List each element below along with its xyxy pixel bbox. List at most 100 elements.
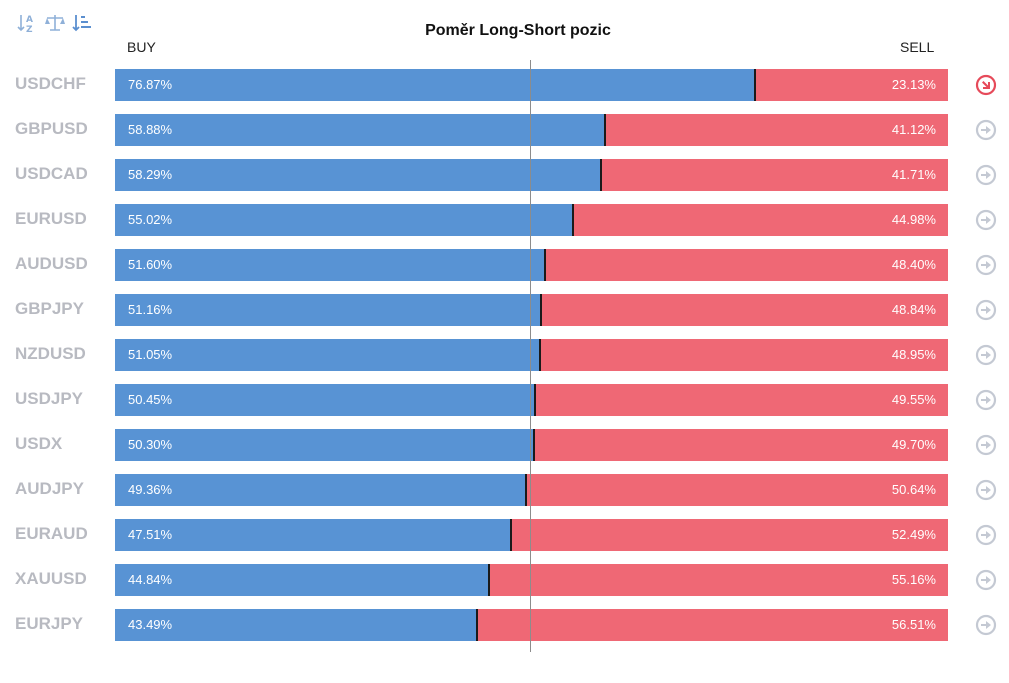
sell-percent-label: 48.95% [891,347,936,362]
ratio-row: USDX 50.30% 49.70% [0,429,1009,461]
buy-percent-label: 49.36% [128,482,173,497]
buy-bar-segment: 76.87% [115,69,756,101]
ratio-divider [604,114,607,146]
arrow-right-icon[interactable] [975,434,997,456]
ratio-bar: 55.02% 44.98% [115,204,948,236]
sell-percent-label: 48.84% [891,302,936,317]
sell-percent-label: 48.40% [891,257,936,272]
buy-bar-segment: 44.84% [115,564,489,596]
sell-bar-segment: 55.16% [488,564,948,596]
sell-column-label: SELL [900,39,935,55]
sell-bar-segment: 48.40% [544,249,948,281]
arrow-right-icon[interactable] [975,254,997,276]
svg-text:Z: Z [26,25,33,34]
buy-percent-label: 50.30% [128,437,173,452]
arrow-right-icon[interactable] [975,524,997,546]
sell-percent-label: 55.16% [891,572,936,587]
sell-bar-segment: 49.55% [535,384,948,416]
ratio-divider [539,339,542,371]
buy-percent-label: 47.51% [128,527,173,542]
ratio-bar: 58.88% 41.12% [115,114,948,146]
sort-alpha-icon[interactable]: A Z [16,12,38,34]
ratio-bar: 50.30% 49.70% [115,429,948,461]
ratio-divider [509,519,512,551]
buy-percent-label: 58.88% [128,122,173,137]
buy-percent-label: 44.84% [128,572,173,587]
symbol-label: GBPUSD [15,119,88,138]
symbol-label: USDX [15,434,63,453]
arrow-right-icon[interactable] [975,479,997,501]
arrow-right-icon[interactable] [975,164,997,186]
sell-percent-label: 41.12% [891,122,936,137]
buy-percent-label: 55.02% [128,212,173,227]
ratio-row: AUDJPY 49.36% 50.64% [0,474,1009,506]
symbol-label: GBPJPY [15,299,84,318]
sell-percent-label: 52.49% [891,527,936,542]
balance-scale-icon[interactable] [44,12,66,34]
buy-percent-label: 50.45% [128,392,173,407]
arrow-right-icon[interactable] [975,344,997,366]
buy-bar-segment: 50.30% [115,429,534,461]
ratio-row: XAUUSD 44.84% 55.16% [0,564,1009,596]
sell-percent-label: 50.64% [891,482,936,497]
arrow-down-right-icon[interactable] [975,74,997,96]
buy-bar-segment: 51.60% [115,249,545,281]
ratio-divider [487,564,490,596]
arrow-right-icon[interactable] [975,299,997,321]
symbol-label: EURJPY [15,614,84,633]
ratio-row: USDCHF 76.87% 23.13% [0,69,1009,101]
sell-bar-segment: 48.84% [541,294,948,326]
ratio-row: EURJPY 43.49% 56.51% [0,609,1009,641]
buy-bar-segment: 43.49% [115,609,478,641]
sell-bar-segment: 49.70% [533,429,948,461]
buy-bar-segment: 55.02% [115,204,574,236]
ratio-bar: 58.29% 41.71% [115,159,948,191]
toolbar: A Z [16,12,94,36]
ratio-row: GBPJPY 51.16% 48.84% [0,294,1009,326]
ratio-row: USDCAD 58.29% 41.71% [0,159,1009,191]
chart-title: Poměr Long-Short pozic [425,22,611,39]
buy-bar-segment: 58.29% [115,159,601,191]
sell-percent-label: 49.70% [891,437,936,452]
sell-percent-label: 41.71% [891,167,936,182]
arrow-right-icon[interactable] [975,614,997,636]
ratio-divider [525,474,528,506]
arrow-right-icon[interactable] [975,569,997,591]
buy-percent-label: 51.60% [128,257,173,272]
ratio-bar: 44.84% 55.16% [115,564,948,596]
arrow-right-icon[interactable] [975,389,997,411]
sell-bar-segment: 48.95% [540,339,948,371]
buy-bar-segment: 51.16% [115,294,542,326]
sell-percent-label: 56.51% [891,617,936,632]
ratio-divider [540,294,543,326]
ratio-bar: 49.36% 50.64% [115,474,948,506]
ratio-bar: 51.16% 48.84% [115,294,948,326]
ratio-bar: 76.87% 23.13% [115,69,948,101]
sell-percent-label: 49.55% [891,392,936,407]
sell-bar-segment: 52.49% [510,519,948,551]
ratio-row: EURUSD 55.02% 44.98% [0,204,1009,236]
ratio-row: NZDUSD 51.05% 48.95% [0,339,1009,371]
buy-bar-segment: 51.05% [115,339,541,371]
buy-bar-segment: 50.45% [115,384,536,416]
symbol-label: USDJPY [15,389,84,408]
ratio-divider [754,69,757,101]
ratio-bar: 51.05% 48.95% [115,339,948,371]
buy-percent-label: 58.29% [128,167,173,182]
buy-bar-segment: 49.36% [115,474,527,506]
buy-percent-label: 43.49% [128,617,173,632]
svg-text:A: A [26,15,33,25]
ratio-bar: 51.60% 48.40% [115,249,948,281]
sell-percent-label: 23.13% [891,77,936,92]
fifty-percent-reference-line [530,60,531,652]
ratio-bar: 43.49% 56.51% [115,609,948,641]
ratio-row: USDJPY 50.45% 49.55% [0,384,1009,416]
arrow-right-icon[interactable] [975,119,997,141]
symbol-label: EURUSD [15,209,87,228]
symbol-label: AUDUSD [15,254,88,273]
arrow-right-icon[interactable] [975,209,997,231]
buy-percent-label: 76.87% [128,77,173,92]
ratio-divider [599,159,602,191]
ratio-divider [532,429,535,461]
sort-amount-icon[interactable] [72,12,94,34]
